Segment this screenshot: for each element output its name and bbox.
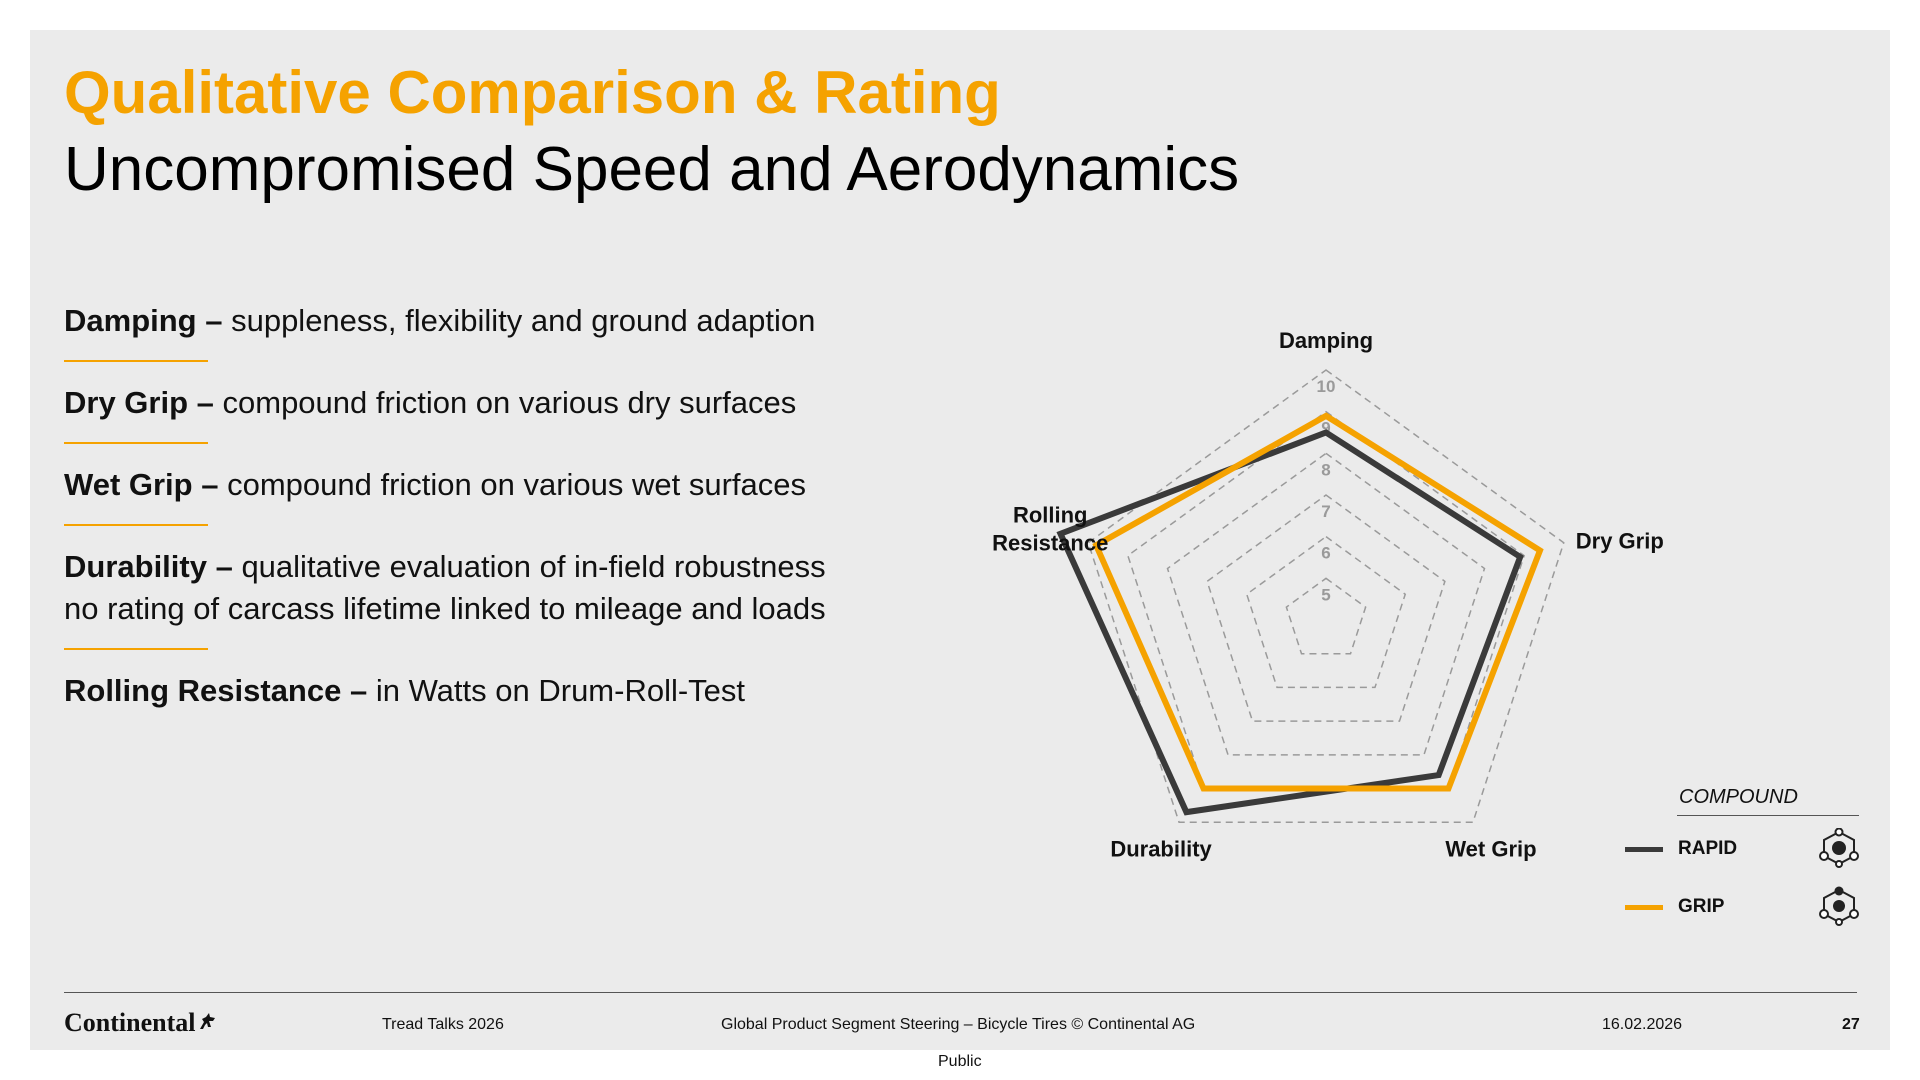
- definitions-list: Damping – suppleness, flexibility and gr…: [64, 300, 884, 712]
- definition-durability: Durability – qualitative evaluation of i…: [64, 546, 884, 630]
- footer-date: 16.02.2026: [1602, 1016, 1683, 1033]
- horse-icon: [200, 1013, 216, 1029]
- continental-logo: Continental: [64, 1008, 219, 1038]
- page-subtitle: Uncompromised Speed and Aerodynamics: [64, 135, 1240, 204]
- divider: [64, 442, 208, 444]
- page-number: 27: [1842, 1016, 1860, 1033]
- legend-title: COMPOUND: [1679, 786, 1798, 808]
- grid-ring-5: [1285, 577, 1367, 655]
- axis-label-wet-grip: Wet Grip: [1445, 836, 1536, 861]
- definition-text: compound friction on various wet surface…: [218, 467, 807, 502]
- axis-label-rolling-resistance: Rolling Resistance: [992, 503, 1108, 556]
- axis-label-durability: Durability: [1110, 836, 1212, 861]
- divider: [64, 648, 208, 650]
- legend-swatch-grip: [1625, 905, 1663, 910]
- page-title: Qualitative Comparison & Rating: [64, 59, 1001, 126]
- definition-text: qualitative evaluation of in-field robus…: [232, 549, 826, 584]
- tick-label-7: 7: [1321, 502, 1330, 521]
- definition-text: suppleness, flexibility and ground adapt…: [222, 303, 816, 338]
- legend-label-grip: GRIP: [1678, 896, 1725, 917]
- legend-label-rapid: RAPID: [1678, 838, 1738, 859]
- grid-ring-7: [1206, 494, 1446, 722]
- definition-term: Durability –: [64, 549, 233, 584]
- definition-term: Damping –: [64, 303, 223, 338]
- footer-divider: [64, 992, 1857, 993]
- definition-damping: Damping – suppleness, flexibility and gr…: [64, 300, 884, 342]
- divider: [64, 360, 208, 362]
- tick-label-8: 8: [1321, 460, 1330, 479]
- classification-label: Public: [938, 1053, 982, 1070]
- definition-text-line2: no rating of carcass lifetime linked to …: [64, 591, 826, 626]
- definition-text: compound friction on various dry surface…: [213, 385, 797, 420]
- grid-ring-8: [1166, 452, 1486, 756]
- definition-text: in Watts on Drum-Roll-Test: [367, 673, 746, 708]
- definition-dry-grip: Dry Grip – compound friction on various …: [64, 382, 884, 424]
- footer-center: Global Product Segment Steering – Bicycl…: [721, 1016, 1196, 1033]
- tick-label-10: 10: [1317, 377, 1336, 396]
- series-rapid: [1056, 429, 1524, 816]
- legend-swatch-rapid: [1625, 847, 1663, 852]
- definition-term: Dry Grip –: [64, 385, 214, 420]
- tick-label-9: 9: [1321, 419, 1330, 438]
- brand-name: Continental: [64, 1008, 196, 1037]
- legend-divider: [1677, 815, 1859, 816]
- series-grip: [1092, 412, 1544, 792]
- grid-ring-6: [1245, 535, 1407, 689]
- axis-label-dry-grip: Dry Grip: [1576, 529, 1664, 554]
- tick-label-6: 6: [1321, 544, 1330, 563]
- footer-event: Tread Talks 2026: [382, 1016, 504, 1033]
- definition-term: Wet Grip –: [64, 467, 219, 502]
- definition-wet-grip: Wet Grip – compound friction on various …: [64, 464, 884, 506]
- grid-ring-10: [1087, 369, 1565, 824]
- definition-term: Rolling Resistance –: [64, 673, 368, 708]
- divider: [64, 524, 208, 526]
- compound-molecule-icon: [1819, 886, 1859, 926]
- compound-molecule-icon: [1819, 828, 1859, 868]
- axis-label-damping: Damping: [1279, 328, 1373, 353]
- slide: [30, 30, 1890, 1050]
- definition-rolling-resistance: Rolling Resistance – in Watts on Drum-Ro…: [64, 670, 884, 712]
- tick-label-5: 5: [1321, 585, 1330, 604]
